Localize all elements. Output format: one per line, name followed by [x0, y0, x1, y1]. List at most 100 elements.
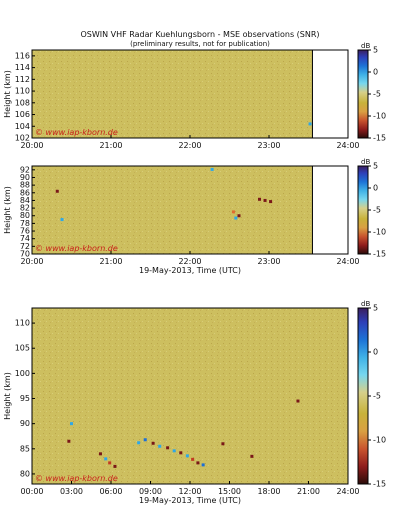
y-tick-label: 102: [15, 134, 30, 143]
echo-point: [70, 422, 73, 426]
echo-point: [269, 200, 273, 204]
y-tick-label: 108: [15, 98, 30, 107]
y-tick-label: 106: [15, 110, 30, 119]
colorbar-tick-label: 0: [373, 184, 378, 193]
colorbar-tick-label: 5: [373, 162, 378, 171]
colorbar: [357, 165, 369, 255]
x-tick-label: 21:00: [297, 487, 320, 496]
y-tick-label: 90: [20, 419, 30, 428]
x-tick-label: 20:00: [20, 257, 43, 266]
y-tick-label: 82: [20, 204, 30, 213]
y-tick-label: 105: [15, 344, 30, 353]
y-tick-label: 78: [20, 219, 30, 228]
x-tick-label: 12:00: [178, 487, 201, 496]
echo-point: [196, 461, 200, 465]
echo-point: [191, 457, 195, 461]
y-axis-label: Height (km): [3, 70, 12, 118]
echo-point: [166, 446, 170, 450]
y-tick-label: 114: [15, 63, 30, 72]
echo-point: [113, 464, 117, 468]
y-tick-label: 100: [15, 369, 30, 378]
y-tick-label: 90: [20, 173, 30, 182]
echo-point: [210, 167, 214, 171]
colorbar: [357, 307, 369, 485]
echo-point: [179, 451, 183, 455]
no-data-region: [312, 166, 348, 254]
colorbar-tick-label: -5: [373, 392, 381, 401]
echo-point: [237, 214, 241, 218]
echo-point: [308, 122, 312, 126]
x-tick-label: 22:00: [178, 257, 201, 266]
echo-point: [158, 444, 162, 448]
y-tick-label: 80: [20, 469, 30, 478]
echo-point: [231, 210, 235, 214]
echo-point: [143, 438, 147, 442]
y-tick-label: 80: [20, 211, 30, 220]
y-tick-label: 112: [15, 75, 30, 84]
colorbar-tick-label: -5: [373, 90, 381, 99]
colorbar-unit: dB: [361, 158, 370, 166]
no-data-region: [312, 50, 348, 138]
y-tick-label: 95: [20, 394, 30, 403]
colorbar-tick-label: 0: [373, 348, 378, 357]
colorbar-tick-label: -10: [373, 436, 386, 445]
y-tick-label: 84: [20, 196, 30, 205]
y-tick-label: 110: [15, 319, 30, 328]
echo-point: [151, 441, 155, 445]
y-tick-label: 74: [20, 234, 30, 243]
colorbar-tick-label: 5: [373, 304, 378, 313]
y-tick-label: 88: [20, 181, 30, 190]
colorbar-tick-label: 0: [373, 68, 378, 77]
y-tick-label: 110: [15, 87, 30, 96]
chart-panel-top: 102 104 106 108 110 112 114 116 20:00 21:00 22:00 2…: [3, 42, 386, 150]
echo-point: [263, 198, 267, 202]
echo-point: [98, 452, 102, 456]
colorbar-tick-label: -10: [373, 112, 386, 121]
x-tick-label: 22:00: [178, 141, 201, 150]
colorbar-tick-label: -10: [373, 228, 386, 237]
echo-point: [67, 439, 71, 443]
colorbar-tick-label: -15: [373, 134, 386, 143]
x-tick-label: 24:00: [336, 257, 359, 266]
colorbar-tick-label: -15: [373, 250, 386, 259]
x-tick-label: 06:00: [99, 487, 122, 496]
y-tick-label: 76: [20, 227, 30, 236]
y-tick-label: 92: [20, 165, 30, 174]
x-axis-label: 19-May-2013, Time (UTC): [139, 496, 241, 505]
plot-area: [32, 50, 313, 138]
figure-subtitle: (preliminary results, not for publicatio…: [130, 40, 270, 48]
plot-area: [32, 308, 348, 484]
y-tick-label: 86: [20, 188, 30, 197]
echo-point: [60, 218, 64, 222]
echo-point: [185, 454, 189, 458]
colorbar-tick-label: -15: [373, 480, 386, 489]
echo-point: [201, 463, 205, 467]
colorbar: [357, 49, 369, 139]
echo-point: [250, 454, 254, 458]
x-tick-label: 20:00: [20, 141, 43, 150]
colorbar-tick-label: -5: [373, 206, 381, 215]
y-axis-label: Height (km): [3, 186, 12, 234]
echo-point: [137, 441, 141, 445]
x-tick-label: 03:00: [60, 487, 83, 496]
echo-point: [172, 449, 176, 453]
x-tick-label: 00:00: [20, 487, 43, 496]
y-axis-label: Height (km): [3, 372, 12, 420]
y-tick-label: 70: [20, 250, 30, 259]
echo-point: [108, 461, 112, 465]
watermark: © www.iap-kborn.de: [35, 128, 118, 137]
chart-panel-bottom: 80 85 90 95 100 105 110 00:00 03:00 06:00 09:00 12:…: [3, 300, 386, 505]
figure-title: OSWIN VHF Radar Kuehlungsborn - MSE obse…: [80, 30, 320, 39]
watermark: © www.iap-kborn.de: [35, 474, 118, 483]
x-tick-label: 21:00: [99, 257, 122, 266]
x-tick-label: 09:00: [139, 487, 162, 496]
colorbar-unit: dB: [361, 42, 370, 50]
echo-point: [55, 189, 59, 193]
y-tick-label: 116: [15, 51, 30, 60]
colorbar-tick-label: 5: [373, 46, 378, 55]
x-axis-label: 19-May-2013, Time (UTC): [139, 266, 241, 275]
echo-point: [258, 197, 262, 201]
plot-area: [32, 166, 313, 254]
